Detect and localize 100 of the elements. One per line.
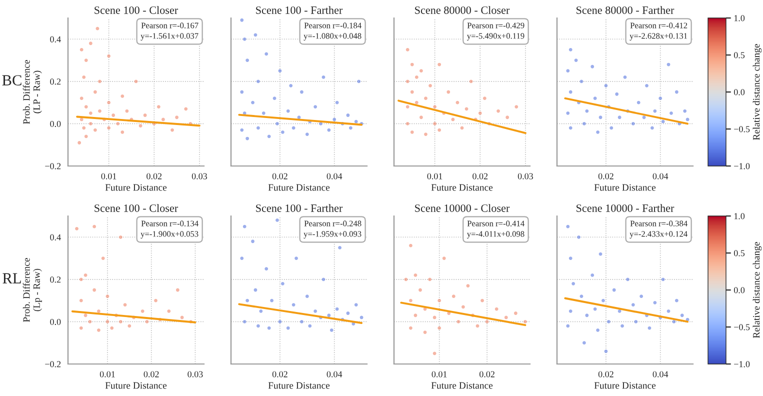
annotation: Pearson r=-0.248 y=-1.959x+0.093 <box>304 220 362 238</box>
x-tick-label: 0.01 <box>101 173 116 180</box>
point <box>278 69 282 73</box>
point <box>286 109 290 113</box>
x-tick-label: 0.02 <box>144 371 159 378</box>
point <box>84 105 88 108</box>
point <box>128 324 132 328</box>
x-tick-label: 0.03 <box>192 173 208 180</box>
annotation: Pearson r=-0.414 y=-4.011x+0.098 <box>466 220 524 238</box>
point <box>305 132 309 136</box>
point <box>348 126 352 130</box>
point <box>674 90 678 94</box>
point <box>292 303 296 306</box>
point <box>670 111 673 115</box>
y-tick-label: −0.2 <box>45 163 61 170</box>
point <box>123 303 127 306</box>
point <box>482 96 486 100</box>
point <box>650 126 654 130</box>
point <box>442 256 446 260</box>
point <box>162 118 165 122</box>
point <box>438 62 442 66</box>
color-bar-label: −1.0 <box>734 163 750 170</box>
point <box>598 116 602 120</box>
point <box>596 130 600 134</box>
point <box>82 76 86 79</box>
x-axis-title: Future Distance <box>431 382 493 389</box>
y-tick-label: 0.0 <box>50 120 61 127</box>
point <box>264 267 268 271</box>
point <box>464 107 468 111</box>
x-axis-title: Future Distance <box>105 382 167 389</box>
point <box>414 76 418 79</box>
point <box>514 105 518 108</box>
point <box>634 320 638 324</box>
point <box>267 326 271 330</box>
point <box>84 314 88 318</box>
color-bar-title: Relative distance change <box>752 242 762 338</box>
point <box>354 303 358 306</box>
point <box>97 309 100 313</box>
point <box>661 120 665 124</box>
text: RL <box>2 273 21 284</box>
point <box>88 122 92 126</box>
point <box>438 128 442 132</box>
point <box>620 324 624 328</box>
x-axis-title: Future Distance <box>268 382 330 389</box>
point <box>409 298 412 302</box>
point <box>94 128 97 132</box>
point <box>354 120 358 124</box>
point <box>270 298 274 302</box>
chart-title: Scene 100 - Farther <box>256 6 343 14</box>
point <box>251 100 254 104</box>
point <box>338 246 342 250</box>
point <box>631 122 635 126</box>
y-tick-label: 0.2 <box>50 78 61 85</box>
point <box>478 111 482 115</box>
point <box>582 122 586 126</box>
point <box>410 130 414 134</box>
point <box>242 320 246 324</box>
point <box>246 136 250 140</box>
x-tick-label: 0.02 <box>272 173 288 180</box>
point <box>308 324 312 328</box>
point <box>438 298 442 302</box>
x-tick-label: 0.04 <box>326 173 342 180</box>
point <box>418 288 422 292</box>
point <box>433 105 436 108</box>
point <box>276 218 279 222</box>
point <box>406 80 410 84</box>
point <box>582 341 586 345</box>
point <box>606 320 610 324</box>
x-tick-label: 0.01 <box>427 173 442 180</box>
point <box>428 278 432 282</box>
y-axis-title: Prob. Difference (Lp - Raw) <box>22 258 42 322</box>
point <box>452 294 456 298</box>
point <box>240 90 244 94</box>
point <box>262 111 266 115</box>
point <box>332 118 336 122</box>
chart-title: Scene 100 - Farther <box>256 204 343 212</box>
point <box>256 126 260 130</box>
point <box>280 282 284 286</box>
point <box>577 235 580 239</box>
point <box>593 96 597 100</box>
point <box>590 274 594 277</box>
point <box>506 116 510 120</box>
point <box>272 96 276 100</box>
point <box>645 84 648 88</box>
point <box>167 309 171 313</box>
annotation: Pearson r=-0.384 y=-2.433x+0.124 <box>630 220 688 238</box>
point <box>138 124 142 128</box>
x-tick-label: 0.02 <box>479 371 494 378</box>
point <box>568 309 572 313</box>
x-axis-title: Future Distance <box>105 184 167 191</box>
point <box>612 288 616 292</box>
point <box>596 328 600 332</box>
chart-title: Scene 10000 - Closer <box>415 204 510 212</box>
point <box>264 52 268 56</box>
point <box>278 320 282 324</box>
point <box>240 256 244 260</box>
point <box>585 314 589 318</box>
point <box>420 116 423 120</box>
x-tick-label: 0.01 <box>100 371 115 378</box>
x-tick-label: 0.02 <box>598 173 614 180</box>
